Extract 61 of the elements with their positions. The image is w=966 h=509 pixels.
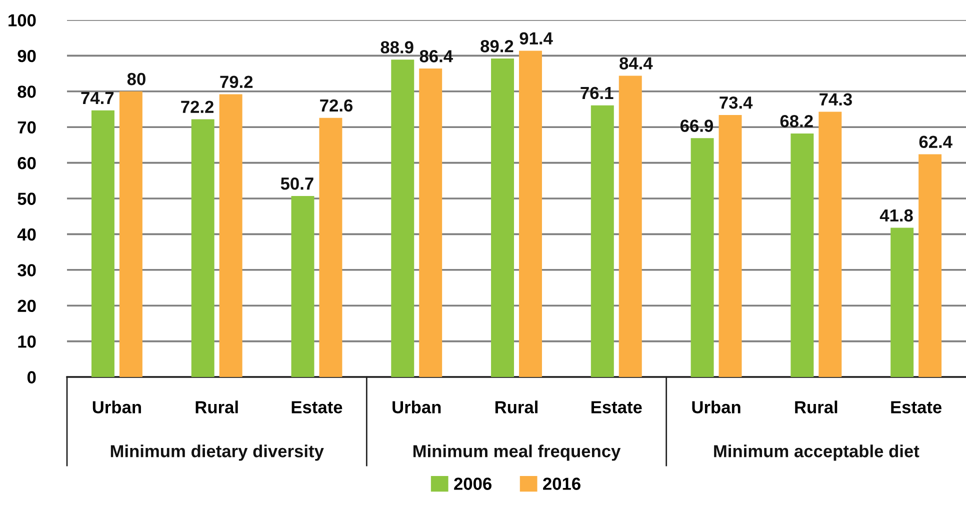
bar bbox=[291, 196, 314, 377]
data-label: 74.3 bbox=[820, 93, 852, 106]
y-tick-label: 50 bbox=[18, 192, 36, 205]
data-label: 62.4 bbox=[919, 136, 952, 148]
legend-label: 2006 bbox=[454, 478, 492, 490]
bar bbox=[590, 105, 614, 377]
y-tick-label: 30 bbox=[18, 264, 36, 276]
bar bbox=[818, 112, 842, 377]
data-label: 89.2 bbox=[480, 40, 514, 52]
x-tick-label: Estate bbox=[591, 401, 642, 414]
data-label: 86.4 bbox=[420, 50, 453, 62]
x-tick-label: Estate bbox=[891, 401, 942, 414]
y-tick-label: 70 bbox=[18, 121, 36, 134]
bar bbox=[518, 50, 542, 377]
data-label: 41.8 bbox=[880, 209, 913, 222]
data-label: 72.2 bbox=[181, 100, 214, 113]
data-label: 72.6 bbox=[320, 99, 353, 112]
data-label: 88.9 bbox=[380, 41, 414, 54]
bar bbox=[718, 114, 742, 377]
x-tick-label: Urban bbox=[692, 400, 740, 414]
bar bbox=[618, 76, 642, 377]
x-tick-label: Rural bbox=[196, 400, 238, 414]
data-label: 68.2 bbox=[780, 115, 813, 128]
y-tick-label: 40 bbox=[17, 228, 36, 241]
text: Minimum meal frequency bbox=[413, 444, 621, 461]
y-tick-label: 60 bbox=[18, 156, 36, 170]
bar bbox=[790, 134, 814, 377]
data-label: 50.7 bbox=[280, 178, 314, 190]
x-tick-label: Urban bbox=[92, 400, 141, 414]
bar bbox=[690, 138, 714, 377]
bar bbox=[91, 110, 114, 377]
data-label: 74.7 bbox=[81, 92, 114, 104]
bar bbox=[419, 68, 442, 377]
bar bbox=[191, 119, 214, 377]
bar bbox=[491, 58, 514, 377]
x-tick-label: Urban bbox=[392, 400, 441, 414]
x-tick-label: Estate bbox=[292, 401, 342, 414]
bar bbox=[319, 118, 342, 377]
text: Minimum dietary diversity bbox=[110, 444, 324, 461]
bar bbox=[918, 154, 942, 377]
bar bbox=[890, 228, 914, 377]
data-label: 76.1 bbox=[580, 86, 614, 100]
y-tick-label: 10 bbox=[18, 335, 36, 348]
y-tick-label: 100 bbox=[8, 14, 36, 26]
x-tick-label: Rural bbox=[795, 400, 838, 414]
data-label: 84.4 bbox=[620, 57, 653, 70]
data-label: 91.4 bbox=[520, 32, 553, 44]
bar bbox=[391, 60, 414, 377]
x-tick-label: Rural bbox=[495, 400, 538, 414]
data-label: 73.4 bbox=[720, 96, 753, 109]
legend-label: 2016 bbox=[543, 478, 580, 490]
y-tick-label: 80 bbox=[18, 86, 36, 98]
y-tick-label: 20 bbox=[18, 300, 36, 312]
data-label: 79.2 bbox=[220, 76, 253, 88]
y-tick-label: 90 bbox=[18, 50, 36, 62]
data-label: 66.9 bbox=[680, 120, 713, 132]
text: Minimum acceptable diet bbox=[714, 444, 920, 461]
bar bbox=[119, 91, 142, 377]
bar bbox=[219, 94, 242, 377]
y-tick-label: 0 bbox=[27, 371, 36, 384]
data-label: 80 bbox=[127, 72, 146, 86]
